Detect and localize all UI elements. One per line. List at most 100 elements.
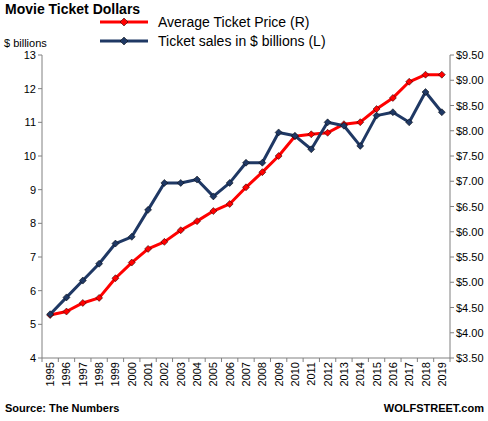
x-tick-label: 2016 [387, 362, 399, 386]
marker [422, 71, 429, 78]
x-tick-label: 2008 [256, 362, 268, 386]
y-axis-label: $ billions [4, 37, 47, 49]
y2-tick-label: $4.00 [456, 327, 484, 339]
x-tick-label: 2002 [158, 362, 170, 386]
y-tick [38, 122, 42, 123]
marker [112, 275, 119, 282]
marker [406, 78, 413, 85]
x-tick [237, 358, 238, 362]
y2-tick-label: $7.50 [456, 150, 484, 162]
title: Movie Ticket Dollars [5, 1, 140, 17]
x-tick-label: 2017 [403, 362, 415, 386]
y-tick [38, 189, 42, 190]
x-tick [401, 358, 402, 362]
x-tick-label: 2014 [354, 362, 366, 386]
y2-tick [450, 156, 454, 157]
x-tick [384, 358, 385, 362]
x-tick [417, 358, 418, 362]
x-tick [368, 358, 369, 362]
x-tick [188, 358, 189, 362]
x-tick [254, 358, 255, 362]
marker [357, 142, 364, 149]
marker [79, 277, 86, 284]
y2-tick-label: $8.50 [456, 100, 484, 112]
marker [79, 299, 86, 306]
marker [259, 169, 266, 176]
y2-tick [450, 358, 454, 359]
y2-tick-label: $5.00 [456, 276, 484, 288]
y2-tick [450, 130, 454, 131]
x-tick-label: 2012 [322, 362, 334, 386]
x-tick-label: 1997 [77, 362, 89, 386]
y-tick [38, 290, 42, 291]
y2-tick [450, 55, 454, 56]
marker [259, 159, 266, 166]
chart: Movie Ticket Dollars$ billions4567891011… [0, 0, 488, 421]
y2-tick-label: $7.00 [456, 175, 484, 187]
y2-tick-label: $8.00 [456, 125, 484, 137]
marker [324, 129, 331, 136]
series-line [50, 92, 442, 314]
x-tick [319, 358, 320, 362]
y2-tick-label: $6.00 [456, 226, 484, 238]
y-tick-label: 8 [30, 217, 36, 229]
x-tick [450, 358, 451, 362]
legend-label: Average Ticket Price (R) [158, 14, 309, 30]
x-tick-label: 1999 [109, 362, 121, 386]
marker [275, 153, 282, 160]
marker [145, 206, 152, 213]
y-tick [38, 88, 42, 89]
y2-tick-label: $4.50 [456, 302, 484, 314]
x-tick-label: 2018 [420, 362, 432, 386]
marker [389, 109, 396, 116]
x-tick [270, 358, 271, 362]
x-tick-label: 2003 [175, 362, 187, 386]
marker [373, 106, 380, 113]
y2-tick [450, 80, 454, 81]
y-tick [38, 257, 42, 258]
x-tick [335, 358, 336, 362]
marker [96, 294, 103, 301]
x-tick-label: 2013 [338, 362, 350, 386]
marker [291, 132, 298, 139]
x-tick-label: 2000 [126, 362, 138, 386]
y2-tick [450, 332, 454, 333]
marker [161, 179, 168, 186]
marker [145, 245, 152, 252]
y2-tick-label: $6.50 [456, 201, 484, 213]
x-tick-label: 2015 [371, 362, 383, 386]
marker [194, 218, 201, 225]
x-tick [205, 358, 206, 362]
marker [324, 119, 331, 126]
marker [210, 208, 217, 215]
y-tick [38, 55, 42, 56]
marker [161, 238, 168, 245]
y-tick-label: 13 [24, 49, 36, 61]
x-tick-label: 1996 [60, 362, 72, 386]
plot-area [47, 71, 446, 318]
marker [389, 94, 396, 101]
marker [243, 184, 250, 191]
marker [438, 71, 445, 78]
x-tick-label: 2011 [305, 362, 317, 386]
marker [406, 119, 413, 126]
x-tick [286, 358, 287, 362]
y2-tick-label: $5.50 [456, 251, 484, 263]
marker [128, 233, 135, 240]
y-tick-label: 9 [30, 184, 36, 196]
x-tick [352, 358, 353, 362]
y-tick [38, 223, 42, 224]
x-tick [303, 358, 304, 362]
series-line [50, 75, 442, 315]
y-axis-line [42, 55, 43, 358]
marker [96, 260, 103, 267]
y2-tick [450, 105, 454, 106]
x-tick [221, 358, 222, 362]
y-tick-label: 7 [30, 251, 36, 263]
legend-label: Ticket sales in $ billions (L) [158, 33, 326, 49]
background [0, 0, 488, 421]
y2-tick [450, 257, 454, 258]
x-tick-label: 2004 [191, 362, 203, 386]
x-tick-label: 2006 [224, 362, 236, 386]
x-tick-label: 2007 [240, 362, 252, 386]
